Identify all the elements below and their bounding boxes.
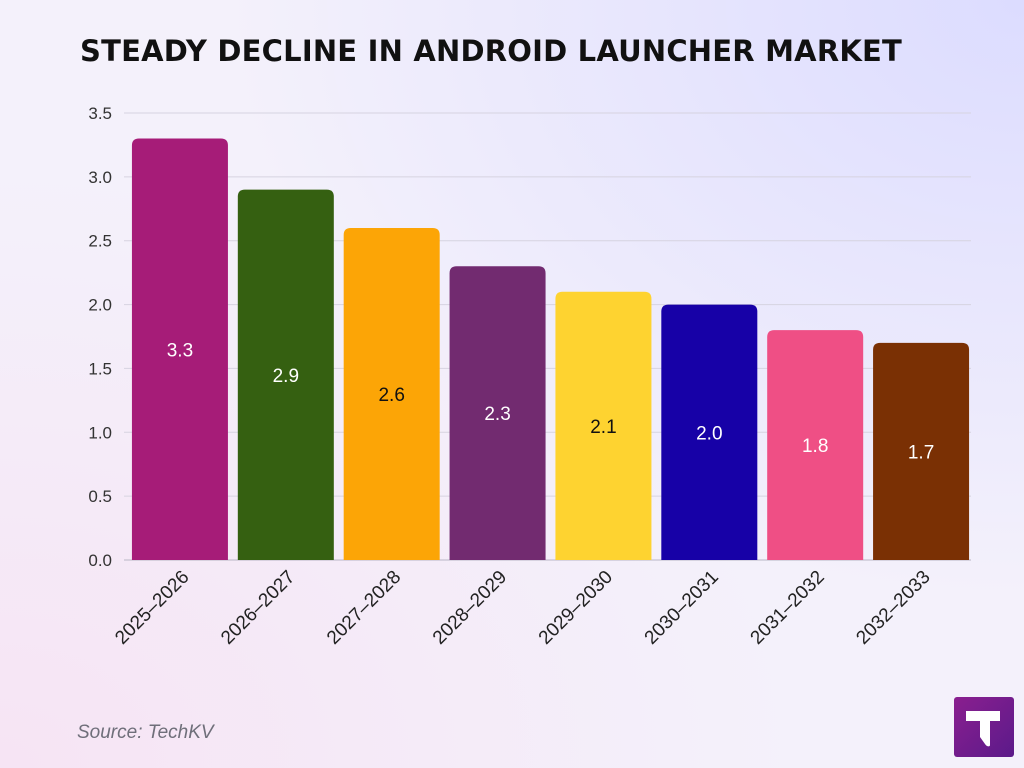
bar-value-label: 1.7 <box>908 442 934 463</box>
source-note: Source: TechKV <box>77 722 214 743</box>
x-tick-label: 2028–2029 <box>429 567 511 649</box>
bar <box>661 304 758 560</box>
y-tick-label: 1.5 <box>88 359 112 378</box>
x-tick-label: 2025–2026 <box>111 567 193 649</box>
bar-value-label: 3.3 <box>167 340 193 361</box>
x-tick-label: 2027–2028 <box>323 567 405 649</box>
bar-value-label: 2.3 <box>484 404 510 425</box>
y-tick-label: 0.0 <box>88 551 112 570</box>
bar-value-label: 2.0 <box>696 423 722 444</box>
y-tick-label: 2.0 <box>88 296 112 315</box>
bar-value-label: 1.8 <box>802 436 828 457</box>
bar-value-label: 2.6 <box>378 385 404 406</box>
y-tick-label: 1.0 <box>88 423 112 442</box>
y-tick-label: 2.5 <box>88 232 112 251</box>
y-tick-label: 0.5 <box>88 487 112 506</box>
bar <box>555 291 652 560</box>
brand-logo <box>954 697 1014 757</box>
y-tick-label: 3.0 <box>88 168 112 187</box>
bar <box>343 227 440 560</box>
chart-title: STEADY DECLINE IN ANDROID LAUNCHER MARKE… <box>80 34 903 68</box>
x-tick-label: 2030–2031 <box>641 567 723 649</box>
x-tick-label: 2032–2033 <box>852 567 934 649</box>
bar <box>873 342 970 560</box>
bar <box>131 138 228 561</box>
bar <box>449 266 546 560</box>
bar-value-label: 2.9 <box>273 366 299 387</box>
bar <box>767 330 864 560</box>
bar <box>237 189 334 560</box>
logo-t-icon <box>966 711 1000 747</box>
x-tick-label: 2026–2027 <box>217 567 299 649</box>
y-tick-label: 3.5 <box>88 104 112 123</box>
x-tick-label: 2029–2030 <box>535 567 617 649</box>
bar-value-label: 2.1 <box>590 417 616 438</box>
x-tick-label: 2031–2032 <box>747 567 829 649</box>
